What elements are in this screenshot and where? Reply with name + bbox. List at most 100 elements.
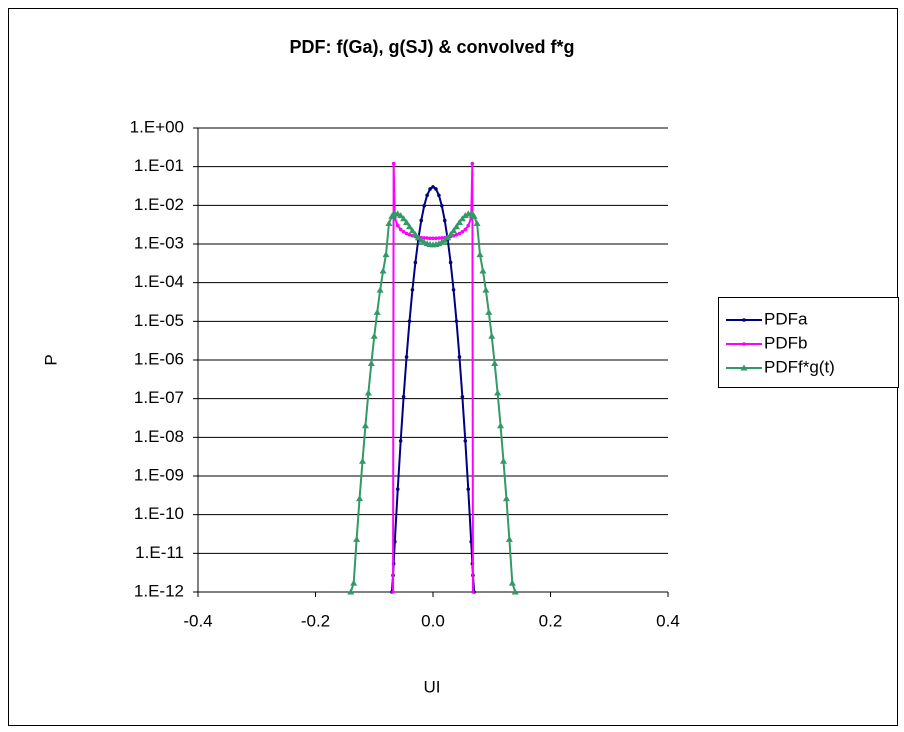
data-point (425, 193, 429, 198)
data-point (391, 161, 396, 166)
data-point (450, 227, 458, 234)
data-point (408, 227, 416, 234)
data-point (455, 218, 463, 225)
data-point (482, 286, 490, 293)
data-point (440, 236, 444, 240)
y-tick-label: 1.E-04 (134, 272, 184, 291)
y-tick-label: 1.E-08 (134, 427, 184, 446)
data-point (419, 218, 424, 223)
data-point (463, 227, 468, 232)
data-point (508, 579, 516, 586)
chart-title: PDF: f(Ga), g(SJ) & convolved f*g (289, 37, 574, 57)
y-axis-label: P (41, 354, 60, 365)
data-point (454, 232, 459, 237)
data-point (497, 422, 505, 429)
data-point (451, 287, 456, 292)
data-point (407, 319, 412, 323)
data-point (406, 223, 413, 230)
y-tick-label: 1.E-06 (134, 349, 184, 368)
data-point (404, 231, 409, 236)
data-point (494, 389, 502, 396)
data-point (476, 251, 484, 258)
data-point (488, 332, 496, 339)
data-point (376, 286, 384, 293)
data-point (502, 495, 510, 502)
y-tick-label: 1.E+00 (130, 117, 184, 136)
data-point (398, 227, 403, 232)
data-point (361, 422, 369, 429)
legend-marker (742, 342, 746, 346)
data-point (479, 267, 487, 274)
data-point (434, 187, 438, 191)
data-point (401, 394, 406, 399)
data-point (370, 332, 378, 339)
data-point (511, 588, 519, 595)
data-point (431, 185, 435, 189)
legend-label: PDFb (764, 333, 807, 352)
data-point (407, 232, 412, 237)
legend-marker (740, 364, 748, 371)
data-point (457, 231, 462, 236)
x-tick-label: -0.2 (301, 611, 330, 630)
data-point (470, 161, 475, 166)
data-point (500, 457, 507, 464)
data-point (350, 579, 358, 586)
data-point (460, 394, 465, 399)
y-tick-label: 1.E-01 (134, 156, 184, 175)
data-point (364, 389, 372, 396)
data-point (353, 535, 361, 542)
y-tick-label: 1.E-10 (134, 504, 184, 523)
data-point (437, 236, 441, 240)
data-point (411, 231, 419, 238)
y-tick-label: 1.E-07 (134, 388, 184, 407)
x-tick-label: 0.2 (539, 611, 563, 630)
data-point (395, 223, 400, 228)
data-point (466, 223, 471, 228)
data-point (428, 236, 432, 241)
data-point (457, 355, 462, 359)
data-point (391, 590, 395, 594)
data-point (422, 236, 426, 240)
x-tick-label: -0.4 (183, 611, 212, 630)
y-tick-label: 1.E-09 (134, 465, 184, 484)
data-point (470, 212, 478, 219)
data-point (428, 187, 432, 191)
data-point (431, 236, 435, 241)
data-point (397, 212, 405, 219)
data-point (471, 590, 475, 594)
legend-marker (742, 318, 746, 322)
y-tick-label: 1.E-03 (134, 233, 184, 252)
data-point (414, 234, 422, 241)
data-point (422, 203, 426, 208)
data-point (491, 360, 499, 367)
data-point (347, 588, 355, 595)
legend-box (718, 297, 899, 388)
data-point (453, 223, 460, 230)
data-point (460, 229, 465, 234)
data-point (395, 487, 400, 491)
y-tick-label: 1.E-12 (134, 581, 184, 600)
x-tick-label: 0.4 (656, 611, 680, 630)
data-point (442, 218, 447, 223)
y-tick-label: 1.E-05 (134, 311, 184, 330)
data-point (505, 535, 513, 542)
data-point (398, 439, 403, 443)
data-point (400, 215, 408, 222)
y-tick-label: 1.E-02 (134, 195, 184, 214)
data-point (382, 251, 390, 258)
data-point (444, 234, 452, 241)
data-point (448, 260, 453, 265)
data-point (403, 218, 411, 225)
data-point (410, 287, 415, 292)
data-point (413, 260, 418, 265)
data-point (367, 360, 375, 367)
x-tick-label: 0.0 (421, 611, 445, 630)
data-point (385, 219, 393, 226)
x-axis-label: UI (424, 677, 441, 696)
data-point (434, 236, 438, 241)
data-point (440, 203, 444, 208)
data-point (466, 487, 471, 491)
data-point (373, 308, 381, 315)
data-point (473, 219, 481, 226)
